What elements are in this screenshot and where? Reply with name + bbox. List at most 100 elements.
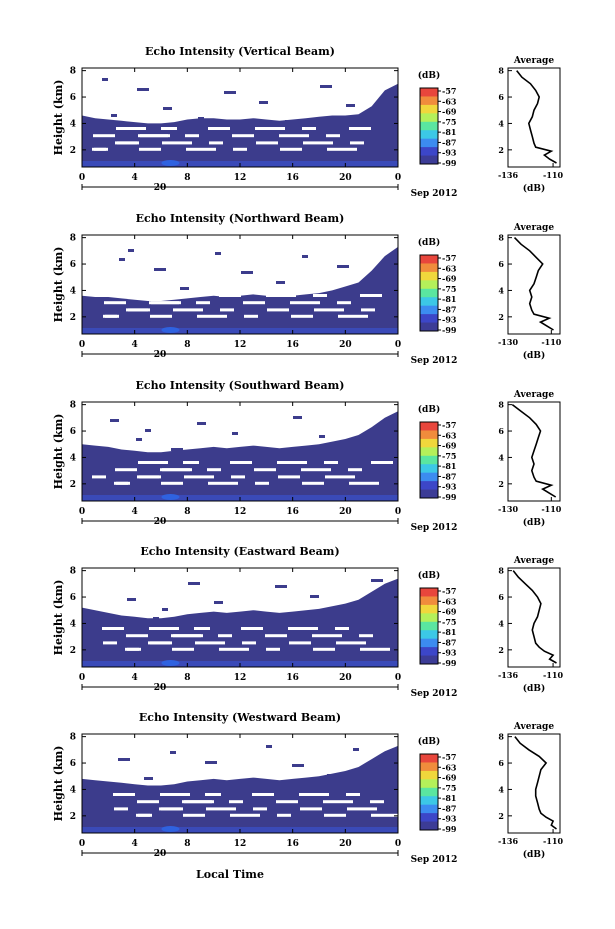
month-label: Sep 2012 xyxy=(411,356,458,366)
echo-gap xyxy=(313,294,327,297)
average-y-tick-label: 8 xyxy=(498,566,504,576)
echo-speck xyxy=(188,582,200,585)
x-tick-label: 0 xyxy=(395,673,401,683)
date-label: 20 xyxy=(154,683,167,693)
month-label: Sep 2012 xyxy=(411,855,458,865)
colorbar-label: -93 xyxy=(442,482,457,492)
echo-gap xyxy=(241,627,263,630)
y-axis-label: Height (km) xyxy=(52,580,65,656)
echo-gap xyxy=(313,647,335,651)
panel-4: Echo Intensity (Westward Beam) 2 4 6 8 Height… xyxy=(52,711,564,865)
colorbar-swatch xyxy=(420,288,438,298)
echo-gap xyxy=(265,634,287,638)
echo-gap xyxy=(196,301,210,305)
echo-gap xyxy=(279,134,309,138)
echo-gap xyxy=(230,461,252,464)
echo-gap xyxy=(255,127,285,130)
colorbar-label: -75 xyxy=(442,617,456,627)
strong-echo-blob xyxy=(161,327,180,333)
colorbar-swatch xyxy=(420,438,438,448)
x-tick-label: 8 xyxy=(184,839,190,849)
average-frame xyxy=(507,567,561,668)
x-tick-label: 16 xyxy=(286,673,299,683)
average-y-tick-label: 8 xyxy=(498,66,504,76)
echo-gap xyxy=(139,475,161,479)
echo-gap xyxy=(184,475,214,479)
echo-gap xyxy=(360,294,382,297)
average-title: Average xyxy=(513,556,554,566)
echo-gap xyxy=(126,634,148,638)
colorbar-frame xyxy=(419,87,439,165)
average-y-tick-label: 6 xyxy=(498,592,504,602)
y-tick-label: 4 xyxy=(70,286,76,296)
colorbar-label: -75 xyxy=(442,783,456,793)
echo-speck xyxy=(285,120,291,123)
y-axis-label: Height (km) xyxy=(52,414,65,490)
average-x-tick-label: -110 xyxy=(541,504,561,514)
echo-gap xyxy=(113,793,135,796)
echo-speck xyxy=(153,617,159,620)
x-tick-label: 20 xyxy=(339,839,352,849)
echo-gap xyxy=(184,800,214,804)
colorbar-label: -57 xyxy=(442,752,456,762)
colorbar-label: -93 xyxy=(442,648,457,658)
average-y-tick-label: 2 xyxy=(498,479,504,489)
echo-gap xyxy=(289,641,311,645)
colorbar-swatch xyxy=(420,754,438,763)
y-tick-label: 6 xyxy=(70,427,76,437)
echo-speck xyxy=(327,774,336,777)
y-tick-label: 4 xyxy=(70,619,76,629)
echo-speck xyxy=(231,780,240,783)
average-xlabel: (dB) xyxy=(523,683,545,694)
echo-gap xyxy=(370,800,384,804)
colorbar-label: -87 xyxy=(442,304,456,314)
echo-speck xyxy=(293,416,302,419)
echo-gap xyxy=(195,641,225,645)
colorbar-unit: (dB) xyxy=(418,70,440,81)
colorbar-unit: (dB) xyxy=(418,736,440,747)
x-tick-label: 0 xyxy=(79,507,85,517)
x-tick-label: 8 xyxy=(184,673,190,683)
colorbar-frame xyxy=(419,753,439,831)
average-y-tick-label: 2 xyxy=(498,811,504,821)
echo-gap xyxy=(301,468,331,472)
echo-gap xyxy=(337,301,351,305)
echo-gap xyxy=(299,793,329,796)
average-title: Average xyxy=(513,56,554,66)
panel-title: Echo Intensity (Eastward Beam) xyxy=(140,545,339,558)
colorbar-swatch xyxy=(420,779,438,789)
colorbar-label: -57 xyxy=(442,586,456,596)
strong-echo-blob xyxy=(161,160,180,166)
y-tick-label: 6 xyxy=(70,260,76,270)
colorbar-label: -93 xyxy=(442,814,457,824)
echo-gap xyxy=(114,807,128,811)
date-label: 20 xyxy=(154,517,167,527)
echo-gap xyxy=(138,461,168,464)
echo-gap xyxy=(117,141,139,145)
average-y-tick-label: 4 xyxy=(498,285,504,295)
colorbar-label: -99 xyxy=(442,325,457,335)
y-tick-label: 8 xyxy=(70,67,76,77)
x-tick-label: 8 xyxy=(184,173,190,183)
colorbar-swatch xyxy=(420,796,438,806)
average-y-tick-label: 8 xyxy=(498,732,504,742)
echo-gap xyxy=(94,147,108,151)
colorbar-swatch xyxy=(420,804,438,814)
echo-speck xyxy=(259,101,268,104)
echo-speck xyxy=(111,114,117,117)
echo-speck xyxy=(154,268,166,271)
average-y-tick-label: 6 xyxy=(498,92,504,102)
echo-gap xyxy=(197,314,227,318)
panel-3: Echo Intensity (Eastward Beam) 2 4 6 8 Height… xyxy=(52,545,564,699)
echo-gap xyxy=(151,301,181,305)
colorbar-label: -75 xyxy=(442,117,456,127)
y-tick-label: 6 xyxy=(70,93,76,103)
echo-gap xyxy=(266,647,280,651)
echo-speck xyxy=(310,595,319,598)
echo-gap xyxy=(348,468,362,472)
colorbar-label: -63 xyxy=(442,596,457,606)
echo-gap xyxy=(291,314,313,318)
colorbar-label: -99 xyxy=(442,824,457,834)
colorbar-label: -87 xyxy=(442,471,456,481)
echo-gap xyxy=(360,647,390,651)
